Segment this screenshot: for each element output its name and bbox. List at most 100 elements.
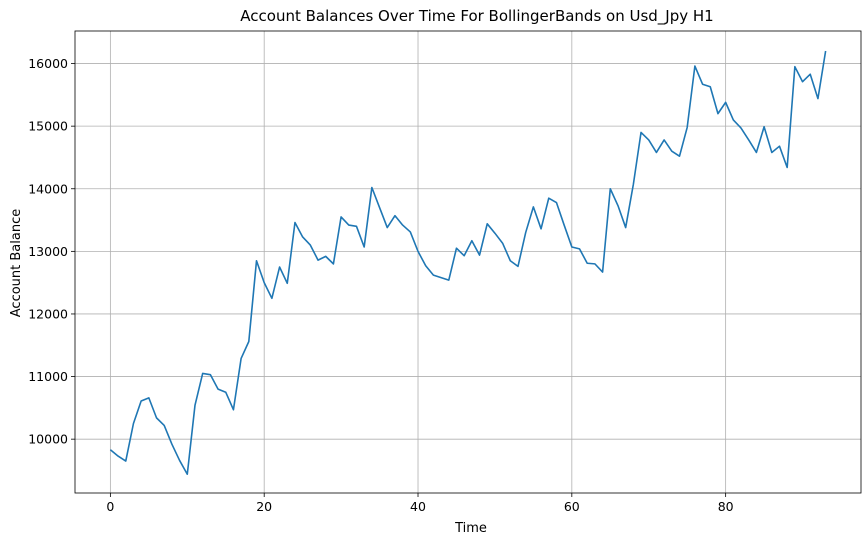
data-point: [186, 473, 188, 475]
data-point: [402, 224, 404, 226]
data-point: [333, 263, 335, 265]
data-point: [256, 260, 258, 262]
y-tick-label: 16000: [28, 56, 68, 71]
data-point: [702, 83, 704, 85]
data-point: [386, 227, 388, 229]
data-point: [517, 266, 519, 268]
data-point: [394, 215, 396, 217]
data-point: [756, 152, 758, 154]
data-point: [671, 150, 673, 152]
data-point: [156, 417, 158, 419]
data-point: [356, 226, 358, 228]
data-point: [686, 127, 688, 129]
data-point: [548, 197, 550, 199]
data-point: [233, 409, 235, 411]
data-point: [163, 425, 165, 427]
data-point: [340, 216, 342, 218]
data-point: [633, 184, 635, 186]
data-point: [125, 460, 127, 462]
data-point: [609, 188, 611, 190]
grid-lines: [75, 31, 861, 493]
data-point: [294, 222, 296, 224]
data-series: [109, 50, 827, 476]
y-tick-label: 14000: [28, 181, 68, 196]
data-point: [617, 205, 619, 207]
data-point: [663, 139, 665, 141]
data-point: [171, 443, 173, 445]
data-point: [594, 263, 596, 265]
x-tick-label: 40: [410, 499, 426, 514]
data-point: [740, 127, 742, 129]
data-point: [802, 81, 804, 83]
data-point: [410, 231, 412, 233]
plot-frame: [74, 30, 862, 494]
data-point: [709, 86, 711, 88]
data-point: [371, 187, 373, 189]
data-point: [625, 227, 627, 229]
y-tick-label: 11000: [28, 369, 68, 384]
data-point: [640, 132, 642, 134]
data-point: [202, 373, 204, 375]
series-line: [109, 50, 827, 476]
data-point: [471, 240, 473, 242]
data-point: [448, 279, 450, 281]
data-point: [433, 274, 435, 276]
data-point: [763, 126, 765, 128]
chart-title: Account Balances Over Time For Bollinger…: [240, 7, 713, 26]
data-point: [502, 242, 504, 244]
data-point: [525, 232, 527, 234]
data-point: [563, 224, 565, 226]
data-point: [656, 152, 658, 154]
data-point: [717, 113, 719, 115]
data-point: [794, 66, 796, 68]
data-point: [771, 152, 773, 154]
data-point: [271, 298, 273, 300]
data-point: [240, 358, 242, 360]
data-point: [540, 228, 542, 230]
data-point: [194, 405, 196, 407]
data-point: [310, 244, 312, 246]
data-point: [286, 282, 288, 284]
axis-ticks: 0 20 40 60 80 10000 11000 12000 13000 14000 15000 1…: [28, 56, 733, 514]
data-point: [440, 277, 442, 279]
data-point: [748, 139, 750, 141]
data-point: [486, 223, 488, 225]
data-point: [571, 246, 573, 248]
data-point: [225, 391, 227, 393]
data-point: [533, 206, 535, 208]
data-point: [279, 266, 281, 268]
data-point: [302, 236, 304, 238]
x-tick-label: 60: [564, 499, 580, 514]
data-point: [809, 73, 811, 75]
data-point: [579, 248, 581, 250]
y-tick-label: 10000: [28, 432, 68, 447]
data-point: [317, 259, 319, 261]
data-point: [140, 400, 142, 402]
x-tick-label: 80: [718, 499, 734, 514]
data-point: [363, 246, 365, 248]
data-point: [179, 460, 181, 462]
x-axis-label: Time: [454, 521, 487, 536]
data-point: [786, 167, 788, 169]
data-point: [825, 50, 827, 52]
data-point: [110, 449, 112, 451]
data-point: [217, 388, 219, 390]
data-point: [325, 256, 327, 258]
data-point: [733, 119, 735, 121]
data-point: [479, 254, 481, 256]
data-point: [148, 397, 150, 399]
data-point: [248, 341, 250, 343]
data-point: [117, 455, 119, 457]
y-tick-label: 15000: [28, 119, 68, 134]
data-point: [379, 207, 381, 209]
data-point: [210, 374, 212, 376]
y-tick-label: 12000: [28, 306, 68, 321]
data-point: [348, 224, 350, 226]
data-point: [817, 98, 819, 100]
data-point: [779, 145, 781, 147]
data-point: [556, 202, 558, 204]
data-point: [725, 102, 727, 104]
y-axis-label: Account Balance: [9, 209, 24, 317]
